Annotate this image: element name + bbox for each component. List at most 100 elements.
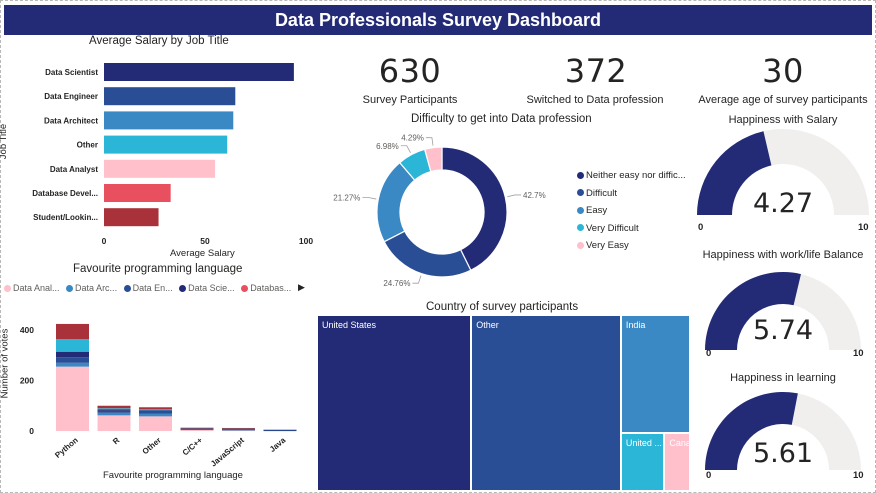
language-bar-segment[interactable] — [97, 405, 131, 409]
salary-bar[interactable] — [104, 184, 171, 202]
salary-bar-chart[interactable]: Data Scientist Data Engineer Data Architec… — [0, 50, 320, 260]
gauge-value: 4.27 — [752, 188, 814, 219]
gauge-fill — [697, 131, 772, 215]
language-bar-segment[interactable] — [139, 410, 172, 412]
salary-bar[interactable] — [104, 135, 228, 154]
language-stacked-bar-chart[interactable]: 0 200 400 Python R Other C/C++ JavaScript Java — [0, 300, 310, 470]
treemap-tile-label: India — [625, 320, 646, 330]
salary-chart-title: Average Salary by Job Title — [89, 35, 229, 47]
language-bar-segment[interactable] — [56, 357, 89, 363]
donut-slice[interactable] — [441, 146, 508, 272]
legend-item[interactable]: Very Easy — [577, 240, 686, 258]
language-bar-segment[interactable] — [139, 407, 172, 410]
legend-dot — [123, 285, 131, 293]
legend-next-arrow-icon[interactable]: ▶ — [298, 282, 305, 292]
treemap-tile[interactable]: India — [621, 316, 689, 432]
language-bar-segment[interactable] — [139, 411, 172, 414]
language-bar-segment[interactable] — [222, 430, 255, 432]
legend-item[interactable]: Neither easy nor diffic... — [577, 170, 686, 188]
legend-dot — [577, 224, 584, 232]
legend-label: Easy — [586, 205, 608, 216]
legend-dot — [577, 171, 584, 179]
language-bar-segment[interactable] — [180, 428, 214, 430]
legend-item[interactable]: Data Anal... — [4, 283, 60, 293]
legend-label: Difficult — [586, 187, 617, 199]
language-bar-segment[interactable] — [139, 413, 172, 417]
legend-item[interactable]: Difficult — [577, 188, 686, 206]
donut-data-label: 6.98% — [376, 142, 399, 151]
language-y-tick: 200 — [20, 376, 34, 386]
donut-slice[interactable] — [423, 146, 443, 173]
legend-item[interactable]: Data Arc... — [66, 283, 117, 293]
legend-item[interactable]: Very Difficult — [577, 223, 686, 241]
gauge-fill — [705, 272, 801, 350]
treemap-tile[interactable]: United ... — [621, 433, 664, 490]
age-kpi-value: 30 — [762, 52, 804, 90]
legend-item[interactable]: Databas... — [241, 283, 291, 293]
salary-x-tick: 100 — [299, 236, 313, 246]
salary-category-label: Other — [77, 141, 98, 150]
donut-leader-line — [425, 137, 434, 146]
donut-slice[interactable] — [383, 230, 472, 278]
gauge-chart[interactable] — [703, 390, 863, 472]
language-bar-segment[interactable] — [139, 409, 172, 411]
language-bar-segment[interactable] — [180, 429, 214, 431]
legend-item[interactable]: Data Scie... — [179, 283, 235, 293]
legend-item[interactable]: Data En... — [123, 283, 173, 293]
treemap-tile[interactable]: Other — [472, 316, 620, 490]
salary-bar[interactable] — [104, 159, 216, 178]
legend-label: Data Scie... — [188, 283, 235, 293]
salary-category-label: Data Engineer — [44, 92, 98, 101]
participants-kpi-label: Survey Participants — [362, 94, 458, 106]
country-treemap[interactable]: United States Other India United ... Canada — [318, 316, 701, 490]
language-bar-segment[interactable] — [97, 415, 131, 431]
language-bar-segment[interactable] — [222, 429, 255, 431]
difficulty-chart-title: Difficulty to get into Data profession — [411, 113, 592, 125]
gauge-chart[interactable] — [703, 270, 863, 352]
language-bar-segment[interactable] — [139, 416, 172, 431]
switched-kpi-value: 372 — [564, 52, 628, 90]
salary-category-label: Data Architect — [44, 116, 98, 125]
legend-dot — [4, 285, 11, 293]
difficulty-legend: Neither easy nor diffic... Difficult Eas… — [577, 170, 686, 258]
language-bar-segment[interactable] — [97, 412, 131, 416]
language-bar-segment[interactable] — [222, 427, 255, 429]
language-bar-segment[interactable] — [97, 410, 131, 413]
donut-data-label: 24.76% — [383, 279, 410, 288]
salary-category-label: Database Devel... — [32, 189, 98, 198]
age-kpi-label: Average age of survey participants — [698, 94, 868, 106]
language-bar-segment[interactable] — [97, 408, 131, 410]
treemap-tile[interactable]: Canada — [665, 433, 701, 490]
legend-label: Neither easy nor diffic... — [586, 170, 686, 181]
donut-leader-line — [507, 194, 522, 198]
treemap-tile[interactable]: United States — [318, 316, 471, 490]
language-bar-segment[interactable] — [180, 429, 214, 431]
salary-bar[interactable] — [104, 111, 234, 130]
gauge-max-label: 10 — [853, 470, 864, 481]
language-bar-segment[interactable] — [56, 323, 89, 340]
difficulty-donut-chart[interactable]: 42.7% 24.76% 21.27% 6.98%4.29% — [320, 130, 570, 290]
salary-bar[interactable] — [104, 208, 159, 227]
donut-leader-line — [412, 275, 422, 284]
legend-dot — [66, 285, 74, 293]
language-bar-segment[interactable] — [97, 409, 131, 411]
language-x-axis-label: Favourite programming language — [103, 470, 243, 481]
gauge-title: Happiness with work/life Balance — [702, 249, 864, 261]
language-bar-segment[interactable] — [56, 362, 89, 367]
legend-dot — [179, 285, 187, 293]
language-bar-segment[interactable] — [56, 366, 89, 431]
gauge-chart[interactable] — [695, 127, 871, 217]
language-bar-segment[interactable] — [56, 351, 89, 358]
language-category-label: Java — [268, 435, 288, 454]
language-bar-segment[interactable] — [180, 427, 214, 429]
salary-bar[interactable] — [104, 87, 236, 106]
donut-data-label: 21.27% — [333, 194, 360, 203]
legend-item[interactable]: Easy — [577, 205, 686, 223]
donut-slice[interactable] — [376, 161, 416, 243]
legend-label: Data Anal... — [13, 283, 60, 293]
language-bar-segment[interactable] — [56, 339, 89, 352]
salary-bar[interactable] — [104, 63, 294, 81]
language-bar-segment[interactable] — [222, 429, 255, 431]
language-bar-segment[interactable] — [263, 429, 297, 431]
salary-x-tick: 50 — [200, 236, 210, 246]
